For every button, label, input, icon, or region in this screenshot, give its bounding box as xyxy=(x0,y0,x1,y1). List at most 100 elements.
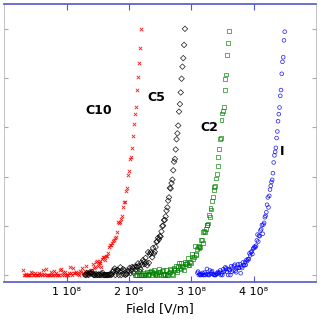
Point xyxy=(143,255,148,260)
Point xyxy=(206,213,212,218)
Point xyxy=(139,272,144,277)
Point xyxy=(197,271,202,276)
Point xyxy=(102,254,107,260)
Point xyxy=(205,221,211,226)
Point xyxy=(169,272,174,277)
Point xyxy=(172,159,177,164)
Point xyxy=(150,272,155,277)
Point xyxy=(272,153,277,158)
Point xyxy=(135,272,140,277)
Point xyxy=(171,265,176,270)
Point xyxy=(110,269,116,274)
Point xyxy=(257,234,262,239)
Point xyxy=(135,264,140,269)
Point xyxy=(49,272,54,277)
Point xyxy=(76,272,81,277)
Point xyxy=(164,272,169,277)
Point xyxy=(235,262,240,267)
Point xyxy=(267,193,272,198)
Point xyxy=(262,215,268,220)
Point xyxy=(260,222,265,228)
Point xyxy=(152,271,157,276)
Point xyxy=(228,272,233,277)
Point xyxy=(90,271,95,276)
Point xyxy=(231,263,236,268)
Point xyxy=(100,270,105,276)
Point xyxy=(264,210,269,215)
Point xyxy=(107,244,112,250)
Point xyxy=(108,272,114,277)
Point xyxy=(276,112,281,117)
Point xyxy=(174,270,179,275)
Point xyxy=(252,244,257,249)
Point xyxy=(50,272,55,277)
Point xyxy=(31,272,36,277)
Point xyxy=(21,272,27,277)
Point xyxy=(168,186,173,191)
Point xyxy=(72,270,77,276)
Text: C2: C2 xyxy=(201,121,218,134)
Point xyxy=(126,268,131,274)
Point xyxy=(66,270,71,275)
Point xyxy=(223,266,228,271)
Point xyxy=(203,229,208,234)
Point xyxy=(225,266,230,271)
Point xyxy=(196,269,201,274)
Point xyxy=(172,266,177,271)
Point xyxy=(172,268,178,273)
Point xyxy=(158,269,163,275)
Point xyxy=(165,272,171,277)
Point xyxy=(213,176,219,181)
Point xyxy=(256,239,261,244)
Point xyxy=(53,270,58,276)
Point xyxy=(136,264,141,269)
Point xyxy=(200,270,205,276)
Point xyxy=(188,260,193,265)
Point xyxy=(130,264,135,269)
Point xyxy=(198,272,204,277)
Point xyxy=(193,252,198,257)
Point xyxy=(224,72,229,77)
Point xyxy=(234,270,239,275)
Point xyxy=(124,271,130,276)
Point xyxy=(32,271,37,276)
Point xyxy=(85,270,90,275)
Point xyxy=(154,239,159,244)
Point xyxy=(143,272,148,277)
Point xyxy=(172,156,177,162)
Point xyxy=(212,188,217,193)
Point xyxy=(29,271,34,276)
Point xyxy=(191,256,196,261)
Point xyxy=(158,272,164,277)
Point xyxy=(194,251,199,256)
Point xyxy=(127,265,132,270)
Point xyxy=(237,265,242,270)
Point xyxy=(131,270,136,276)
Point xyxy=(265,195,270,200)
Point xyxy=(156,271,161,276)
Point xyxy=(187,263,192,268)
Point xyxy=(22,272,28,277)
Point xyxy=(109,272,115,277)
Point xyxy=(184,262,189,267)
Point xyxy=(173,263,179,268)
Point xyxy=(121,205,126,210)
Point xyxy=(120,267,125,272)
Point xyxy=(253,245,258,250)
Point xyxy=(212,272,218,277)
Point xyxy=(178,260,183,265)
Point xyxy=(278,87,284,92)
Point xyxy=(45,272,50,277)
Point xyxy=(220,267,226,272)
Point xyxy=(68,270,73,276)
Point xyxy=(98,260,103,266)
Point xyxy=(38,271,43,276)
Point xyxy=(184,261,189,266)
Point xyxy=(30,272,36,277)
Point xyxy=(47,272,52,277)
Point xyxy=(125,185,130,190)
Point xyxy=(132,264,137,269)
Point xyxy=(149,251,154,256)
Point xyxy=(199,237,204,243)
Point xyxy=(173,147,178,152)
